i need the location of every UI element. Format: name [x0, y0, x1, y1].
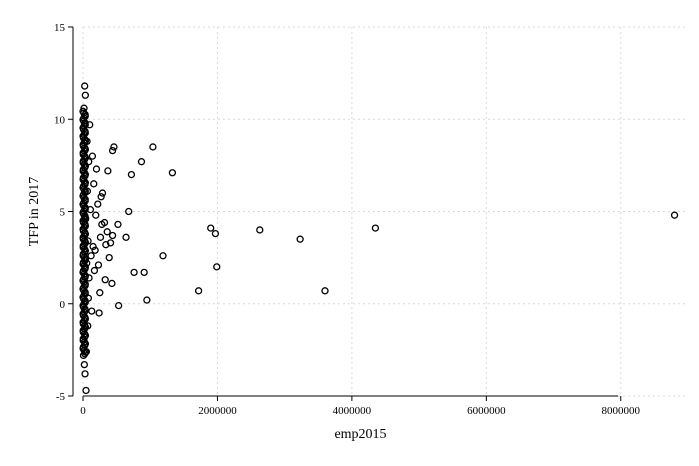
data-point — [211, 229, 220, 238]
data-point — [110, 143, 118, 151]
points-layer — [79, 82, 679, 395]
data-point — [97, 193, 105, 201]
data-point — [137, 158, 146, 166]
x-tick-label: 4000000 — [333, 405, 372, 417]
x-tick-label: 2000000 — [198, 405, 237, 417]
data-point — [80, 207, 88, 215]
data-point — [670, 211, 679, 219]
data-point — [105, 253, 113, 262]
data-point — [108, 231, 117, 240]
data-point — [79, 107, 87, 115]
data-point — [125, 207, 133, 216]
data-point — [90, 180, 98, 188]
data-point — [80, 114, 88, 122]
data-point — [81, 370, 89, 378]
data-point — [114, 220, 122, 229]
data-point — [80, 169, 89, 177]
data-point — [103, 228, 111, 236]
data-point — [84, 237, 92, 245]
data-point — [96, 289, 104, 297]
data-point — [114, 301, 123, 310]
data-point — [82, 386, 90, 395]
data-point — [86, 121, 94, 129]
data-point — [102, 241, 110, 249]
y-tick-label: 0 — [60, 299, 66, 311]
y-tick-label: 10 — [54, 114, 66, 126]
data-point — [104, 167, 112, 175]
data-point — [89, 242, 97, 251]
data-point — [95, 309, 103, 317]
data-point — [143, 296, 151, 304]
data-point — [108, 279, 116, 288]
data-point — [84, 294, 93, 302]
data-point — [321, 287, 329, 295]
data-point — [83, 259, 91, 267]
data-point — [92, 165, 101, 173]
data-point — [80, 308, 88, 316]
data-point — [80, 300, 88, 308]
data-point — [83, 137, 91, 146]
data-point — [83, 187, 92, 195]
data-point — [213, 263, 221, 271]
x-tick-label: 0 — [80, 405, 86, 417]
data-point — [108, 146, 117, 155]
data-point — [207, 224, 215, 232]
data-point — [88, 307, 96, 315]
data-point — [101, 276, 109, 284]
data-point — [140, 268, 148, 277]
data-point — [80, 198, 88, 207]
y-axis-title: TFP in 2017 — [27, 177, 42, 247]
data-point — [94, 200, 102, 208]
data-point — [98, 189, 107, 197]
data-point — [149, 143, 157, 151]
y-tick-label: 15 — [54, 22, 66, 34]
data-point — [80, 245, 89, 253]
data-point — [90, 266, 99, 275]
data-point — [88, 152, 97, 160]
data-point — [122, 233, 130, 241]
data-point — [296, 235, 304, 243]
x-axis-title: emp2015 — [334, 427, 386, 442]
data-point — [80, 130, 88, 139]
data-point — [81, 91, 90, 99]
data-point — [256, 226, 264, 234]
data-point — [127, 170, 136, 179]
data-point — [85, 158, 93, 166]
data-point — [82, 215, 90, 223]
data-point — [80, 152, 89, 160]
data-point — [80, 104, 88, 112]
data-point — [194, 287, 203, 295]
data-point — [80, 360, 88, 369]
data-point — [94, 261, 103, 269]
data-point — [80, 338, 89, 346]
labels-layer: -5 0 5 10 15 0 2000000 4000000 6000000 8000000 — [54, 22, 641, 417]
data-point — [91, 246, 99, 254]
y-tick-label: -5 — [56, 391, 66, 403]
data-point — [81, 82, 89, 90]
data-point — [80, 330, 89, 338]
data-point — [98, 220, 106, 229]
data-point — [371, 224, 380, 232]
x-tick-label: 8000000 — [602, 405, 641, 417]
data-point — [87, 252, 95, 260]
x-tick-label: 6000000 — [467, 405, 506, 417]
data-point — [85, 274, 93, 282]
data-point — [86, 206, 95, 214]
data-point — [168, 169, 177, 177]
data-point — [84, 322, 92, 330]
data-point — [96, 233, 105, 241]
data-point — [159, 252, 167, 260]
data-point — [82, 348, 91, 356]
y-tick-label: 5 — [60, 207, 66, 219]
grid-layer — [82, 26, 688, 397]
data-point — [130, 268, 138, 277]
data-point — [92, 211, 100, 219]
